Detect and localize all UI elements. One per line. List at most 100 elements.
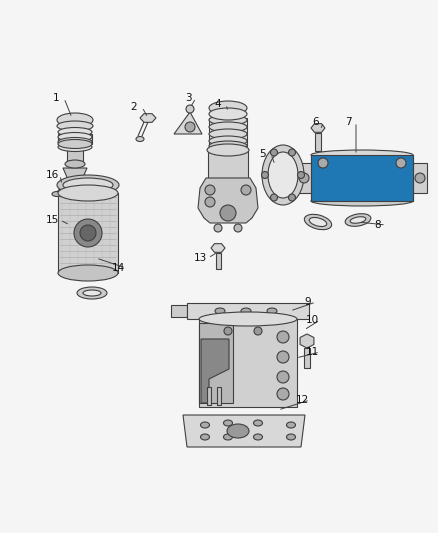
Circle shape (220, 205, 236, 221)
Text: 7: 7 (345, 117, 351, 127)
Bar (199, 319, 297, 407)
Circle shape (277, 388, 289, 400)
Circle shape (299, 173, 309, 183)
Bar (208, 150, 248, 178)
Circle shape (214, 224, 222, 232)
Ellipse shape (65, 160, 85, 168)
Ellipse shape (58, 127, 92, 136)
Ellipse shape (267, 308, 277, 314)
Ellipse shape (254, 420, 262, 426)
Polygon shape (297, 163, 311, 193)
Bar (67, 147, 83, 165)
Ellipse shape (241, 308, 251, 314)
Ellipse shape (254, 434, 262, 440)
Polygon shape (199, 323, 233, 403)
Bar (187, 303, 309, 319)
Bar (315, 133, 321, 151)
Bar (215, 253, 220, 269)
Ellipse shape (57, 175, 119, 195)
Ellipse shape (350, 217, 366, 223)
Ellipse shape (58, 138, 92, 147)
Text: 12: 12 (295, 395, 309, 405)
Ellipse shape (268, 152, 298, 198)
Ellipse shape (286, 434, 296, 440)
Text: 15: 15 (46, 215, 59, 225)
Polygon shape (300, 334, 314, 348)
Ellipse shape (58, 140, 92, 149)
Text: 5: 5 (260, 149, 266, 159)
Ellipse shape (58, 265, 118, 281)
Circle shape (241, 185, 251, 195)
Polygon shape (183, 415, 305, 447)
Ellipse shape (209, 129, 247, 139)
Text: 11: 11 (305, 347, 318, 357)
Text: 13: 13 (193, 253, 207, 263)
Text: 3: 3 (185, 93, 191, 103)
Ellipse shape (223, 434, 233, 440)
Ellipse shape (88, 191, 98, 197)
Ellipse shape (77, 287, 107, 299)
Ellipse shape (286, 422, 296, 428)
Polygon shape (413, 163, 427, 193)
Ellipse shape (345, 214, 371, 227)
Bar (171, 305, 187, 317)
Circle shape (74, 219, 102, 247)
Circle shape (277, 351, 289, 363)
Circle shape (271, 149, 278, 156)
Polygon shape (201, 339, 229, 403)
Bar (217, 387, 221, 405)
Circle shape (271, 194, 278, 201)
Circle shape (289, 149, 296, 156)
Polygon shape (140, 114, 156, 123)
Circle shape (277, 331, 289, 343)
Ellipse shape (207, 144, 249, 156)
Ellipse shape (209, 122, 247, 132)
Ellipse shape (215, 308, 225, 314)
Circle shape (277, 371, 289, 383)
Polygon shape (63, 168, 87, 182)
Ellipse shape (57, 113, 93, 127)
Circle shape (254, 327, 262, 335)
Ellipse shape (199, 312, 297, 326)
Circle shape (185, 122, 195, 132)
Ellipse shape (311, 150, 413, 160)
Circle shape (80, 225, 96, 241)
Ellipse shape (201, 422, 209, 428)
Text: 1: 1 (53, 93, 59, 103)
Ellipse shape (83, 290, 101, 296)
Ellipse shape (58, 185, 118, 201)
Text: 4: 4 (215, 99, 221, 109)
Bar (58, 193, 118, 273)
Circle shape (224, 327, 232, 335)
Ellipse shape (227, 424, 249, 438)
Polygon shape (211, 244, 225, 252)
Ellipse shape (309, 217, 327, 227)
Ellipse shape (58, 142, 92, 151)
Bar (58, 134, 92, 144)
Ellipse shape (262, 145, 304, 205)
Circle shape (205, 197, 215, 207)
Circle shape (261, 172, 268, 179)
Ellipse shape (209, 141, 247, 151)
Bar (311, 155, 413, 201)
Text: 8: 8 (374, 220, 381, 230)
Bar (311, 155, 413, 201)
Text: 2: 2 (131, 102, 137, 112)
Circle shape (289, 194, 296, 201)
Polygon shape (198, 178, 258, 223)
Ellipse shape (57, 121, 93, 131)
Ellipse shape (136, 136, 144, 141)
Ellipse shape (52, 191, 62, 197)
Ellipse shape (209, 115, 247, 125)
Text: 9: 9 (305, 297, 311, 307)
Text: 16: 16 (46, 170, 59, 180)
Bar (209, 118, 247, 146)
Ellipse shape (304, 214, 332, 230)
Text: 6: 6 (313, 117, 319, 127)
Ellipse shape (311, 196, 413, 206)
Circle shape (234, 224, 242, 232)
Circle shape (186, 105, 194, 113)
Bar (304, 348, 310, 368)
Bar (207, 387, 211, 405)
Polygon shape (174, 112, 202, 134)
